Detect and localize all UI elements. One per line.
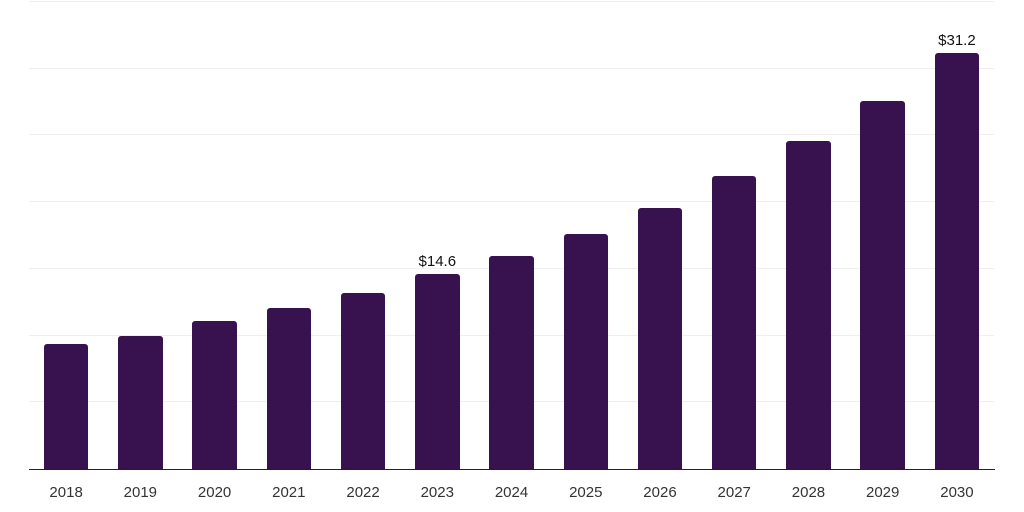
gridline-y-25 [29, 134, 994, 136]
bars-row: $14.6 $31.2 [29, 0, 994, 469]
x-tick-label-2028: 2028 [791, 484, 826, 501]
bar-slot-2028 [771, 140, 845, 469]
bar-2021 [266, 307, 312, 469]
bar-slot-2023: $14.6 [400, 253, 474, 469]
bar-2018 [43, 343, 89, 469]
bar-2024 [489, 255, 534, 469]
x-tick-label-2022: 2022 [346, 484, 380, 501]
bar-2029 [860, 100, 905, 469]
bar-slot-2019 [103, 335, 177, 469]
bar-2027 [711, 175, 757, 469]
bar-2023 [415, 274, 460, 469]
gridline-y-20 [29, 201, 994, 203]
x-tick-label-2025: 2025 [569, 484, 603, 501]
bar-slot-2027 [697, 175, 771, 469]
bar-slot-2021 [252, 307, 326, 469]
bar-slot-2022 [326, 292, 400, 469]
bar-slot-2018 [29, 343, 103, 469]
x-tick-label-2018: 2018 [49, 484, 83, 501]
x-tick-label-2023: 2023 [420, 484, 454, 501]
plot-area: $14.6 $31.2 [29, 0, 994, 469]
x-tick-label-2027: 2027 [717, 484, 751, 501]
x-axis-labels: 2018 2019 2020 2021 2022 2023 2024 2025 2026 2027… [29, 484, 994, 502]
x-tick-label-2029: 2029 [866, 484, 900, 501]
bar-slot-2025 [549, 234, 623, 469]
bar-value-label-2023: $14.6 [418, 253, 457, 271]
x-tick-label-2019: 2019 [123, 484, 158, 501]
gridline-y-30 [29, 67, 994, 69]
bar-2028 [786, 140, 831, 469]
bar-2026 [637, 207, 683, 469]
x-tick-label-2021: 2021 [272, 484, 306, 501]
bar-2030 [934, 52, 980, 469]
bar-2022 [340, 292, 386, 469]
bar-slot-2020 [177, 320, 251, 469]
bar-value-label-2030: $31.2 [938, 31, 976, 49]
bar-slot-2030: $31.2 [920, 32, 994, 469]
bar-2020 [192, 320, 237, 469]
bar-2025 [563, 234, 608, 469]
x-axis-line [29, 469, 995, 470]
bar-slot-2026 [623, 207, 697, 469]
x-tick-label-2024: 2024 [494, 484, 529, 501]
bar-slot-2029 [846, 100, 920, 469]
bar-2019 [118, 335, 163, 469]
x-tick-label-2026: 2026 [643, 484, 677, 501]
gridline-y-35 [29, 1, 994, 2]
bar-slot-2024 [474, 255, 548, 469]
x-tick-label-2030: 2030 [940, 484, 974, 501]
x-tick-label-2020: 2020 [197, 484, 232, 501]
